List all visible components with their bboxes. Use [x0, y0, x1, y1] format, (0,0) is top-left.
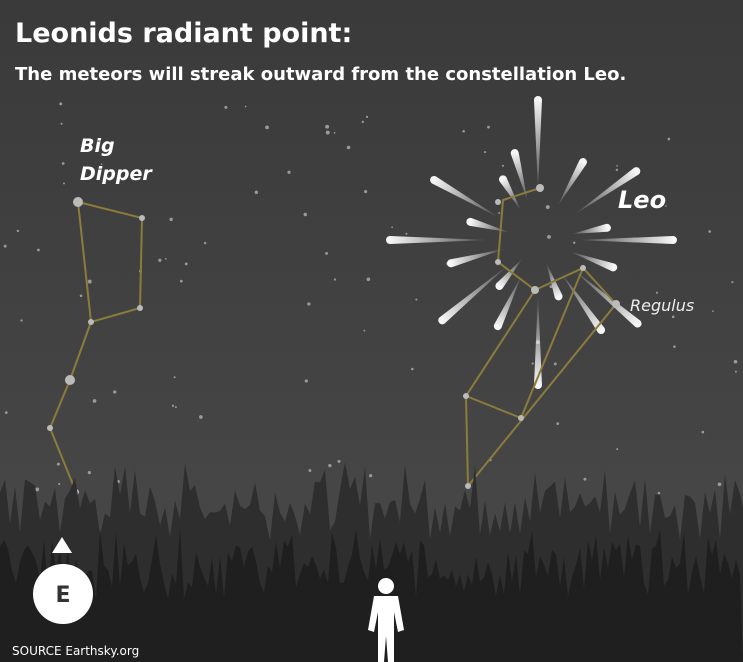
star	[712, 310, 714, 312]
star	[326, 131, 330, 135]
subtitle: The meteors will streak outward from the…	[15, 64, 626, 85]
star	[20, 319, 22, 321]
star	[616, 165, 618, 167]
star	[174, 376, 176, 378]
star	[180, 280, 183, 283]
star	[334, 278, 336, 280]
star	[304, 213, 307, 216]
star	[502, 165, 504, 167]
star	[255, 191, 258, 194]
star	[59, 102, 62, 105]
star	[616, 448, 618, 450]
star	[305, 379, 308, 382]
star	[172, 405, 174, 407]
star	[334, 132, 336, 134]
source: SOURCE Earthsky.org	[12, 644, 139, 658]
star	[484, 151, 486, 153]
star	[573, 241, 575, 243]
star	[61, 123, 63, 125]
star	[369, 474, 372, 477]
star	[4, 245, 7, 248]
star	[88, 471, 91, 474]
star	[364, 190, 367, 193]
star	[328, 464, 331, 467]
star	[702, 431, 705, 434]
star	[616, 169, 618, 171]
star	[556, 422, 559, 425]
leo-label: Leo	[618, 186, 666, 214]
star	[204, 242, 206, 244]
infographic: E Leonids radiant point: The meteors wil…	[0, 0, 743, 662]
star	[325, 125, 329, 129]
compass-label: E	[55, 583, 70, 608]
star	[487, 126, 490, 129]
star	[367, 278, 371, 282]
star	[708, 230, 711, 233]
star	[658, 492, 661, 495]
star	[307, 302, 310, 305]
star	[672, 316, 675, 319]
star	[734, 360, 738, 364]
star	[554, 362, 557, 365]
star	[93, 399, 97, 403]
star	[224, 106, 227, 109]
star	[265, 126, 269, 130]
star	[325, 252, 328, 255]
star	[63, 182, 65, 184]
star	[363, 330, 365, 332]
star	[17, 230, 19, 232]
star	[158, 259, 161, 262]
star	[415, 299, 417, 301]
star	[366, 116, 368, 118]
star	[462, 130, 465, 133]
star	[731, 281, 733, 283]
star	[175, 406, 177, 408]
star	[584, 478, 587, 481]
star	[498, 212, 500, 214]
star	[308, 469, 311, 472]
star	[58, 483, 60, 485]
star	[35, 487, 39, 491]
star	[287, 171, 290, 174]
star	[62, 162, 65, 165]
big-dipper-label: Dipper	[80, 163, 153, 185]
star	[165, 258, 167, 260]
star	[547, 235, 551, 239]
star	[199, 415, 203, 419]
star	[546, 205, 550, 209]
star	[185, 262, 188, 265]
regulus-label: Regulus	[630, 296, 694, 315]
star	[532, 362, 534, 364]
star	[347, 146, 351, 150]
star	[362, 121, 364, 123]
star	[668, 138, 671, 141]
star	[337, 460, 340, 463]
star	[169, 218, 172, 221]
star	[673, 345, 676, 348]
star	[411, 368, 414, 371]
star	[656, 292, 658, 294]
star	[88, 280, 92, 284]
star	[405, 233, 407, 235]
star	[37, 249, 40, 252]
star	[391, 226, 393, 228]
big-dipper-label: Big	[80, 135, 115, 157]
star	[718, 482, 722, 486]
star	[245, 106, 247, 108]
star	[57, 463, 60, 466]
star	[735, 371, 737, 373]
title: Leonids radiant point:	[15, 18, 352, 49]
star	[5, 411, 8, 414]
star	[113, 390, 116, 393]
star	[80, 294, 83, 297]
